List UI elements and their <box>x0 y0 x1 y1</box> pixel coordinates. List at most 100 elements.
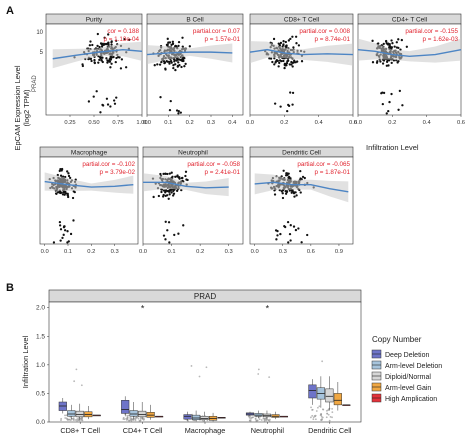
data-point <box>286 60 289 63</box>
data-point <box>278 61 281 65</box>
jitter-point <box>249 419 252 422</box>
annotation-neutrophil: partial.cor = -0.058 <box>187 161 240 168</box>
data-point <box>299 169 302 173</box>
data-point <box>300 60 304 63</box>
data-point <box>152 195 155 199</box>
annotation-b-cell: partial.cor = 0.07 <box>193 28 241 35</box>
data-point <box>61 236 64 240</box>
data-point <box>93 58 96 62</box>
data-point <box>97 61 100 64</box>
data-point <box>60 167 64 171</box>
data-point <box>282 169 285 172</box>
data-point <box>164 194 167 198</box>
data-point <box>284 190 287 193</box>
data-point <box>176 65 179 68</box>
data-point <box>395 46 399 49</box>
data-point <box>273 102 277 105</box>
confidence-band <box>44 172 134 194</box>
annotation-dendritic-cell: partial.cor = -0.065 <box>297 161 350 168</box>
data-point <box>81 63 84 66</box>
data-point <box>124 66 128 69</box>
data-point <box>165 60 168 63</box>
jitter-point <box>327 413 330 416</box>
jitter-point <box>255 419 258 422</box>
x-tick-label: 0.3 <box>279 249 287 255</box>
data-point <box>287 103 290 107</box>
jitter-point <box>315 410 318 412</box>
fit-line <box>146 51 233 56</box>
data-point <box>100 45 104 48</box>
panel-a-ylabel-line1: EpCAM Expression Level <box>13 65 22 150</box>
data-point <box>103 36 106 39</box>
data-point <box>110 56 113 59</box>
data-point <box>67 172 70 175</box>
data-point <box>279 232 282 236</box>
data-point <box>285 44 288 48</box>
data-point <box>371 39 374 42</box>
data-point <box>388 44 392 48</box>
jitter-point <box>260 419 263 421</box>
legend-label-diploid-normal: Diploid/Normal <box>385 374 431 381</box>
jitter-point <box>254 417 257 420</box>
data-point <box>385 40 388 43</box>
jitter-point <box>250 418 252 420</box>
title-macrophage: Macrophage <box>71 150 108 157</box>
data-point <box>294 228 298 232</box>
plot-area-dendritic-cell <box>249 156 354 245</box>
panel-a-xlabel: Infiltration Level <box>366 143 419 152</box>
box-group-cd8-t-cell: CD8+ T Cell <box>58 368 101 435</box>
data-point <box>390 39 393 42</box>
data-point <box>290 191 293 194</box>
jitter-point <box>77 417 80 420</box>
data-point <box>277 65 280 68</box>
data-point <box>66 194 70 197</box>
data-point <box>397 38 400 41</box>
data-point <box>287 39 290 42</box>
fit-line <box>143 181 229 189</box>
x-tick-label: 0.25 <box>64 120 75 126</box>
data-point <box>95 90 98 93</box>
confidence-band <box>358 38 461 63</box>
box-arm-level-deletion <box>129 410 138 417</box>
box-group-cd4-t-cell: CD4+ T Cell <box>121 396 164 435</box>
confidence-band <box>143 173 229 197</box>
jitter-point <box>322 408 325 411</box>
annotation-neutrophil: p = 2.41e-01 <box>204 169 240 176</box>
data-point <box>397 108 400 111</box>
data-point <box>110 62 113 65</box>
data-point <box>67 174 71 178</box>
data-point <box>120 58 124 61</box>
jitter-point <box>311 408 314 411</box>
jitter-point <box>123 418 126 421</box>
x-tick-label: 0.2 <box>388 120 396 126</box>
box-group-dendritic-cell: Dendritic Cell <box>308 360 352 435</box>
y-tick-label: 1.5 <box>36 333 45 340</box>
data-point <box>172 64 175 67</box>
data-point <box>168 241 171 244</box>
data-point <box>184 170 188 173</box>
data-point <box>282 59 285 63</box>
data-point <box>177 44 180 48</box>
data-point <box>184 62 187 66</box>
data-point <box>284 225 287 229</box>
data-point <box>292 61 296 64</box>
data-point <box>89 57 93 60</box>
boxplot-panel: 0.0 0.5 1.0 1.5 2.0 Infiltration Level CD8+ T … <box>21 301 362 435</box>
data-point <box>107 41 110 44</box>
data-point <box>289 177 292 180</box>
data-point <box>174 63 177 66</box>
data-point <box>110 43 113 46</box>
data-point <box>157 194 161 198</box>
x-tick-label: 0.75 <box>112 120 123 126</box>
jitter-point <box>268 419 271 422</box>
jitter-point <box>263 417 266 420</box>
box-group-macrophage: Macrophage <box>183 365 226 435</box>
jitter-point <box>202 419 205 422</box>
data-point <box>171 42 175 45</box>
jitter-point <box>312 418 315 421</box>
category-label-cd8-t-cell: CD8+ T Cell <box>60 426 100 435</box>
x-tick-label: 0.9 <box>335 249 343 255</box>
fit-line <box>44 180 134 188</box>
data-point <box>295 42 298 45</box>
